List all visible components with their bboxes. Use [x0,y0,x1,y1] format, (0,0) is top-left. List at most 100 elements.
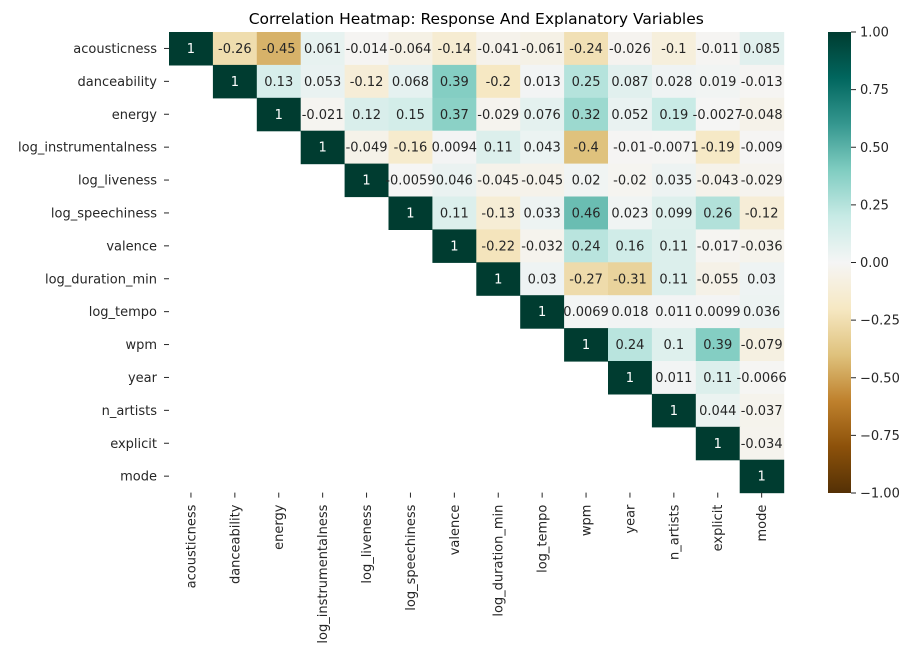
cell-value-label: -0.1 [661,42,686,57]
heatmap-cell [608,64,653,99]
heatmap-cell [739,393,785,428]
cell-value-label: -0.22 [481,239,515,254]
cell-value-label: -0.14 [438,42,472,57]
cell-value-label: 0.03 [747,272,776,287]
heatmap-cell [432,32,477,66]
cell-value-label: 1 [275,108,283,123]
heatmap-cell [564,196,609,230]
heatmap-cell [476,97,521,132]
colorbar [828,32,851,493]
x-tick-label: explicit [711,505,726,552]
cell-value-label: 0.11 [659,272,688,287]
heatmap-cell [651,295,697,329]
cell-value-label: -0.049 [346,141,388,156]
cell-value-label: 0.011 [655,371,692,386]
cell-value-label: 0.1 [664,338,685,353]
cell-value-label: -0.01 [613,141,647,156]
cell-value-label: 0.028 [655,75,692,90]
cell-value-label: -0.013 [741,75,783,90]
heatmap-cell [739,32,785,66]
cell-value-label: 1 [582,338,590,353]
colorbar-ticks: 1.00 0.75 0.50 0.25 0.00 −0.25 −0.50 −0.75 −1.00 [851,26,900,502]
cell-value-label: -0.011 [697,42,739,57]
heatmap-cell [739,97,785,132]
y-tick-label: log_instrumentalness [18,141,157,156]
heatmap-cell [608,295,653,329]
cell-value-label: 0.052 [611,108,648,123]
heatmap-cell [739,426,785,461]
heatmap-cell [695,229,741,263]
cell-value-label: 1 [319,141,327,156]
heatmap-cell [651,130,697,165]
cell-value-label: 0.39 [440,75,469,90]
heatmap-cell [739,328,785,362]
heatmap-cell [300,64,346,99]
heatmap-cell [739,64,785,99]
y-tick-label: danceability [78,75,158,90]
cell-value-label: -0.055 [697,272,739,287]
cell-value-label: -0.13 [481,206,515,221]
cell-value-label: 1 [231,75,239,90]
cell-value-label: 0.11 [440,206,469,221]
heatmap-cell [476,64,521,99]
heatmap-cell [739,229,785,263]
cell-value-label: -0.0066 [737,371,787,386]
colorbar-tick-label: −1.00 [860,487,900,502]
cell-value-label: 0.24 [615,338,644,353]
heatmap-cell [344,64,390,99]
cell-value-label: -0.021 [302,108,344,123]
heatmap-cell [212,32,258,66]
heatmap-cell [212,64,258,99]
cell-value-label: -0.12 [745,206,779,221]
heatmap-cell [608,196,653,230]
heatmap-cell [256,32,302,66]
heatmap-cell [608,163,653,198]
cell-value-label: 0.39 [703,338,732,353]
heatmap-cell [651,196,697,230]
cell-value-label: 0.11 [659,239,688,254]
x-tick-label: danceability [228,504,243,584]
x-tick-label: acousticness [184,504,199,588]
y-tick-label: log_speechiness [51,206,157,221]
cell-value-label: -0.045 [521,174,563,189]
cell-value-label: -0.045 [477,174,519,189]
cell-value-label: -0.043 [697,174,739,189]
cell-value-label: 0.0099 [695,305,741,320]
heatmap-cell [388,64,433,99]
heatmap-cell [256,97,302,132]
cell-value-label: -0.2 [486,75,511,90]
cell-value-label: -0.061 [521,42,563,57]
x-tick-label: log_speechiness [404,504,419,610]
cell-value-label: 0.033 [524,206,561,221]
heatmap-cell [432,196,477,230]
cell-value-label: 0.053 [304,75,341,90]
cell-value-label: -0.4 [573,141,598,156]
heatmap-cell [432,97,477,132]
cell-value-label: 0.11 [484,141,513,156]
cell-value-label: -0.034 [741,437,783,452]
x-tick-label: log_duration_min [492,505,507,617]
cell-value-label: -0.064 [389,42,431,57]
cell-value-label: 0.32 [572,108,601,123]
heatmap-cell [651,393,697,428]
cell-value-label: -0.032 [521,239,563,254]
cell-value-label: 1 [538,305,546,320]
heatmap-cell [695,163,741,198]
heatmap-cell [651,229,697,263]
colorbar-tick-label: 0.50 [860,141,889,156]
heatmap-cell [300,130,346,165]
cell-value-label: -0.12 [350,75,384,90]
heatmap-cell [651,97,697,132]
cell-value-label: 1 [450,239,458,254]
heatmap-cell [608,97,653,132]
x-tick-label: wpm [580,505,595,537]
heatmap-cell [651,361,697,395]
heatmap-cell [695,393,741,428]
heatmap-cell [432,229,477,263]
cell-value-label: 0.046 [436,174,473,189]
cell-value-label: 0.087 [611,75,648,90]
cell-value-label: -0.009 [741,141,783,156]
heatmap-cell [388,130,433,165]
cell-value-label: 0.013 [524,75,561,90]
